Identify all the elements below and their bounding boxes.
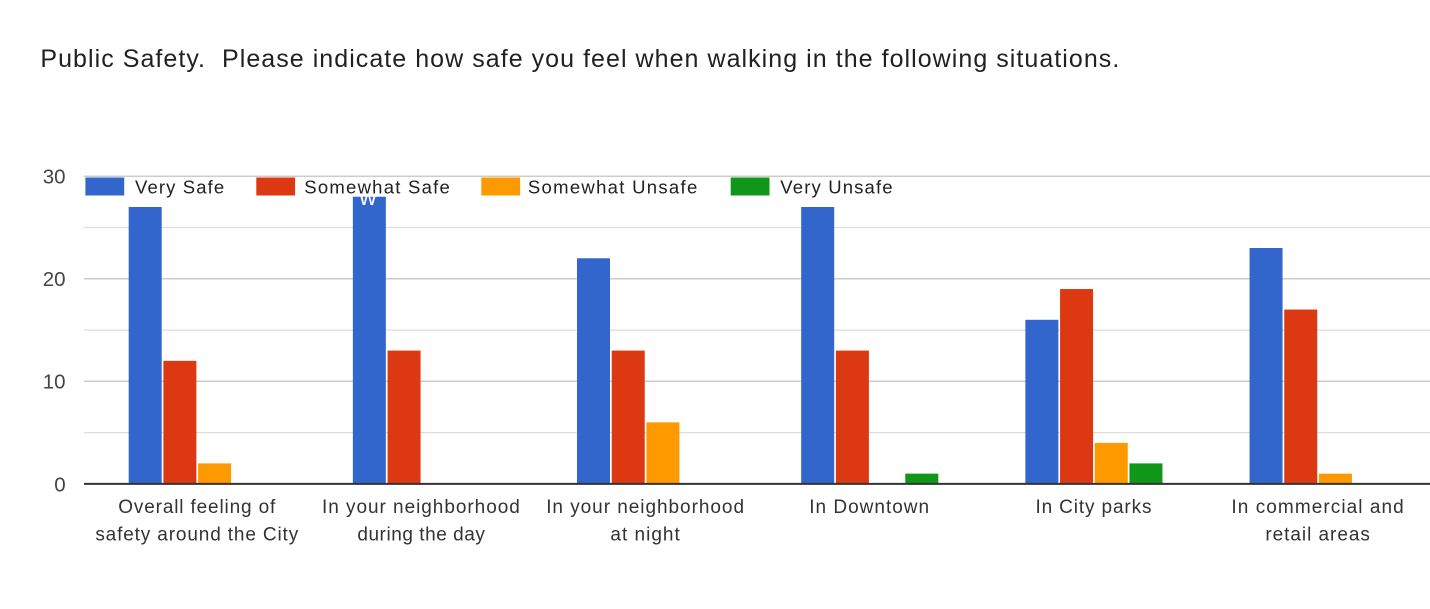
svg-text:retail areas: retail areas	[1265, 524, 1371, 545]
svg-text:w: w	[358, 184, 377, 211]
svg-text:during the day: during the day	[357, 524, 485, 545]
svg-text:Somewhat Unsafe: Somewhat Unsafe	[528, 176, 699, 197]
svg-text:In your neighborhood: In your neighborhood	[546, 497, 745, 518]
svg-text:In your neighborhood: In your neighborhood	[322, 497, 521, 518]
svg-text:at night: at night	[610, 524, 680, 545]
svg-text:In commercial and: In commercial and	[1231, 497, 1404, 518]
svg-text:In City parks: In City parks	[1035, 497, 1152, 518]
svg-text:0: 0	[54, 473, 65, 496]
svg-text:10: 10	[43, 371, 66, 394]
svg-text:Overall feeling of: Overall feeling of	[118, 497, 276, 518]
svg-text:safety around the City: safety around the City	[95, 524, 299, 545]
svg-text:Very Safe: Very Safe	[135, 176, 225, 197]
svg-text:20: 20	[43, 268, 66, 291]
svg-text:Very Unsafe: Very Unsafe	[780, 176, 893, 197]
svg-text:Public Safety. Please indicat: Public Safety. Please indicate how safe …	[40, 45, 1120, 73]
svg-text:30: 30	[43, 166, 66, 189]
svg-text:Somewhat Safe: Somewhat Safe	[304, 176, 451, 197]
svg-text:In Downtown: In Downtown	[809, 497, 930, 518]
